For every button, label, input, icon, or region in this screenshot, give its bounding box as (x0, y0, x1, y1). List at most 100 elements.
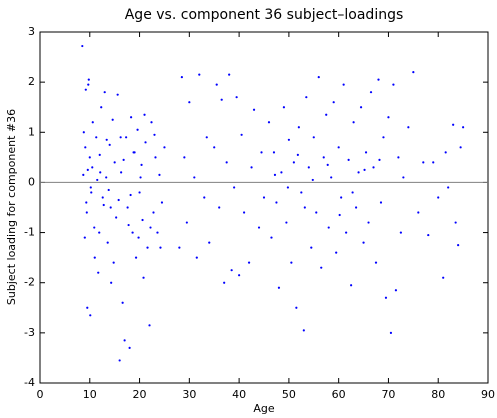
x-tick-label: 50 (282, 388, 296, 401)
point (412, 71, 415, 74)
point (213, 146, 216, 149)
point (399, 231, 402, 234)
point (273, 173, 277, 177)
point (91, 121, 94, 124)
point (233, 186, 236, 189)
point (292, 161, 295, 164)
point (427, 233, 430, 237)
point (286, 186, 289, 189)
point (87, 83, 90, 86)
point (111, 118, 114, 121)
point (363, 168, 366, 171)
chart-title: Age vs. component 36 subject–loadings (125, 7, 404, 23)
point (307, 166, 310, 169)
point (240, 133, 243, 136)
point (148, 324, 151, 327)
point (311, 178, 314, 182)
point (362, 241, 365, 244)
point (142, 276, 145, 279)
point (82, 131, 85, 134)
point (108, 143, 111, 146)
point (97, 271, 100, 274)
x-tick-label: 60 (332, 388, 346, 401)
point (338, 213, 341, 217)
y-tick-label: -3 (24, 326, 35, 339)
point (290, 261, 293, 264)
point (98, 153, 101, 156)
point (198, 73, 201, 76)
x-tick-label: 80 (431, 388, 445, 401)
point (183, 156, 186, 159)
point (351, 191, 354, 194)
point (93, 226, 96, 229)
point (225, 161, 228, 164)
point (330, 176, 333, 179)
point (315, 211, 318, 214)
point (117, 198, 120, 202)
point (235, 96, 238, 99)
point (123, 339, 126, 342)
x-tick-label: 20 (133, 388, 147, 401)
point (372, 166, 375, 169)
point (317, 76, 320, 79)
point (267, 121, 271, 124)
point (128, 346, 131, 349)
point (295, 306, 298, 309)
point (384, 296, 388, 299)
point (136, 128, 139, 131)
point (188, 101, 191, 104)
point (354, 206, 358, 209)
y-tick-label: 0 (28, 175, 35, 188)
point (296, 153, 299, 156)
point (310, 246, 313, 249)
point (459, 146, 462, 149)
point (230, 269, 233, 272)
point (129, 116, 133, 119)
point (407, 126, 410, 129)
point (377, 78, 380, 81)
point (126, 206, 129, 209)
point (238, 274, 241, 277)
point (378, 158, 381, 161)
point (154, 156, 157, 159)
point (141, 218, 144, 222)
point (303, 206, 306, 209)
point (374, 261, 378, 264)
point (89, 314, 92, 317)
point (138, 191, 141, 194)
point (215, 83, 218, 86)
point (402, 176, 405, 179)
point (158, 173, 161, 177)
point (342, 83, 345, 86)
point (250, 166, 253, 169)
point (113, 161, 116, 164)
point (152, 211, 155, 214)
point (454, 221, 457, 224)
point (389, 331, 393, 334)
point (193, 176, 196, 179)
point (203, 196, 206, 199)
point (220, 98, 223, 101)
point (325, 113, 328, 116)
point (332, 101, 335, 104)
point (120, 171, 123, 174)
point (178, 246, 181, 249)
point (282, 106, 286, 109)
point (131, 231, 134, 234)
point (242, 211, 246, 214)
point (143, 113, 146, 116)
point (417, 211, 420, 214)
x-tick-label: 70 (381, 388, 395, 401)
point (447, 186, 450, 189)
point (367, 221, 370, 224)
point (99, 171, 102, 174)
point (228, 73, 231, 76)
point (121, 301, 124, 304)
point (139, 176, 142, 179)
point (149, 226, 152, 229)
point (83, 236, 86, 239)
point (340, 196, 343, 199)
point (335, 251, 338, 254)
